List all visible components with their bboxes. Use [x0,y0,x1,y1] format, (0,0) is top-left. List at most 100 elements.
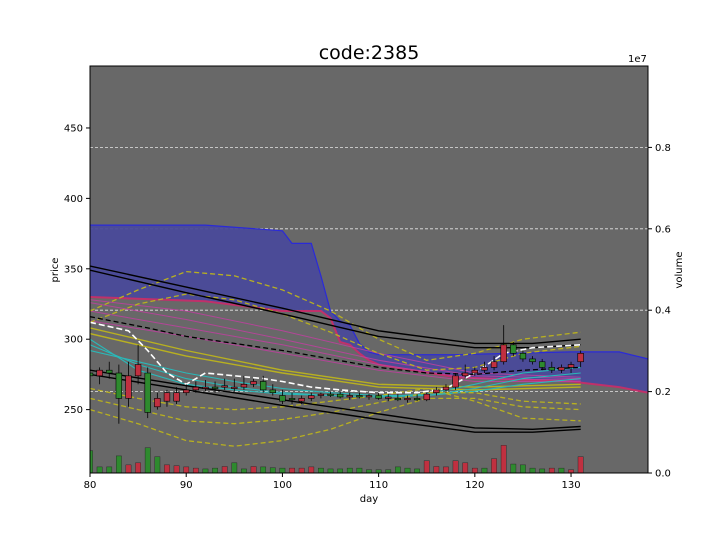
candle-body-22 [299,398,305,401]
volume-bar-35 [424,461,429,473]
y2-tick-label-0: 0.0 [655,469,671,480]
volume-bar-19 [270,468,275,473]
x-tick-label-2: 100 [273,480,292,491]
volume-bar-12 [203,469,208,473]
volume-bar-8 [164,465,169,473]
candle-body-49 [559,367,565,370]
volume-bar-3 [116,456,121,473]
volume-bar-34 [414,469,419,473]
volume-bar-20 [280,468,285,473]
candle-body-14 [222,386,228,387]
candle-body-16 [241,384,247,387]
volume-bar-2 [107,467,112,473]
candle-body-6 [145,373,151,412]
candle-body-2 [106,370,112,373]
candle-body-25 [328,394,334,395]
candle-body-46 [530,359,536,362]
y2-tick-label-4: 0.8 [655,143,671,154]
candle-body-15 [231,387,237,388]
y-tick-label-0: 250 [64,405,83,416]
volume-bar-5 [135,463,140,473]
x-tick-label-5: 130 [561,480,580,491]
volume-bar-11 [193,468,198,473]
y-tick-label-4: 450 [64,123,83,134]
volume-bar-48 [549,468,554,473]
volume-bar-44 [511,464,516,473]
volume-bar-27 [347,468,352,473]
volume-bar-42 [491,459,496,473]
candle-body-48 [549,367,555,370]
volume-bar-6 [145,448,150,473]
candle-body-21 [289,398,295,399]
candle-body-30 [376,396,382,399]
candle-body-18 [260,381,266,389]
candle-body-1 [97,370,103,376]
y2-tick-label-1: 0.2 [655,387,671,398]
x-tick-label-3: 110 [369,480,388,491]
y-tick-label-3: 400 [64,194,83,205]
candle-body-19 [270,390,276,393]
x-tick-label-4: 120 [465,480,484,491]
candle-body-26 [337,394,343,397]
candle-body-40 [472,370,478,373]
volume-bar-21 [289,468,294,473]
candle-body-12 [203,387,209,388]
candle-body-50 [568,365,574,368]
x-tick-label-0: 80 [84,480,97,491]
volume-bar-15 [232,463,237,473]
candle-body-28 [356,396,362,397]
candle-body-27 [347,396,353,397]
candle-body-3 [116,373,122,398]
candle-body-29 [366,396,372,397]
candle-body-41 [482,367,488,370]
candle-body-23 [308,396,314,399]
candle-body-42 [491,362,497,368]
candle-body-4 [126,376,132,399]
volume-bar-16 [241,469,246,473]
volume-bar-7 [155,457,160,473]
volume-bar-22 [299,468,304,473]
volume-bar-33 [405,468,410,473]
candle-body-38 [453,376,459,387]
volume-bar-28 [357,468,362,473]
chart-title: code:2385 [319,42,420,64]
y-tick-label-1: 300 [64,335,83,346]
candle-body-34 [414,398,420,399]
candle-body-24 [318,394,324,395]
volume-bar-46 [530,468,535,473]
volume-bar-25 [328,469,333,473]
volume-bar-10 [184,467,189,473]
candle-body-20 [280,396,286,402]
volume-bar-45 [520,465,525,473]
candle-body-10 [183,390,189,393]
candle-body-8 [164,393,170,401]
volume-bar-13 [212,468,217,473]
candle-body-11 [193,387,199,390]
volume-bar-38 [453,461,458,473]
candle-body-13 [212,387,218,388]
volume-bar-14 [222,466,227,473]
y2-axis-label: volume [674,251,685,288]
candle-body-17 [251,381,257,384]
candle-body-47 [539,362,545,368]
candle-body-44 [510,345,516,353]
candle-body-45 [520,353,526,359]
candle-body-33 [405,398,411,399]
volume-bar-18 [261,467,266,473]
candle-body-9 [174,393,180,401]
y2-tick-label-3: 0.6 [655,224,671,235]
volume-bar-26 [337,469,342,473]
volume-bar-1 [97,467,102,473]
candle-body-37 [443,387,449,390]
volume-bar-41 [482,468,487,473]
x-tick-label-1: 90 [180,480,193,491]
volume-bar-49 [559,468,564,473]
candle-body-39 [462,373,468,376]
candle-body-7 [154,398,160,406]
volume-bar-47 [540,469,545,473]
candle-body-35 [424,394,430,400]
volume-bar-17 [251,466,256,473]
volume-bar-43 [501,445,506,473]
y2-tick-label-2: 0.4 [655,306,671,317]
